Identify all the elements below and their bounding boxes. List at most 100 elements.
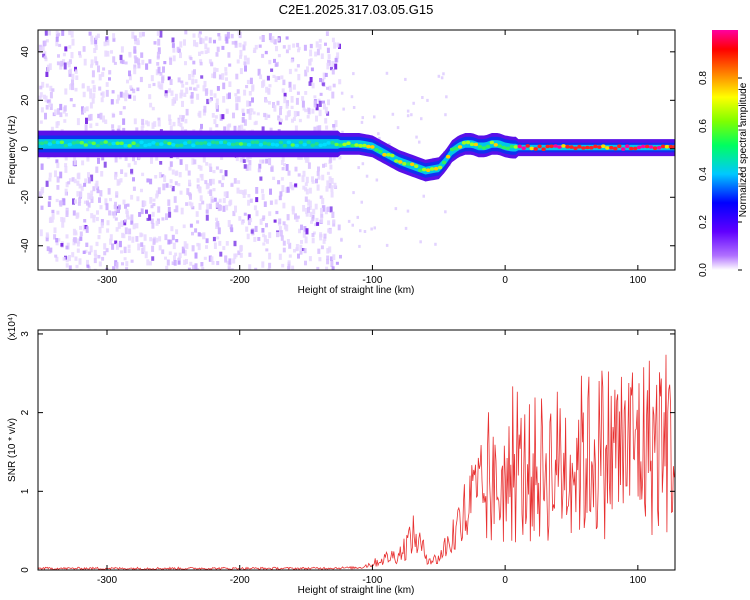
spectrogram-noise-cell <box>241 190 245 195</box>
spectrogram-ridge-peak <box>513 145 518 149</box>
spectrogram-noise-cell <box>171 234 175 241</box>
spectrogram-noise-cell <box>155 237 159 243</box>
spectrogram-noise-cell <box>179 52 182 59</box>
spectrogram-noise-cell <box>119 54 123 61</box>
spectrogram-noise-cell <box>314 51 318 57</box>
spectrogram-noise-cell <box>83 200 87 204</box>
spectrogram-noise-cell <box>265 99 268 103</box>
spectrogram-noise-cell <box>437 74 441 78</box>
spectrogram-noise-cell <box>225 241 229 246</box>
spectrogram-ridge-peak <box>668 144 674 149</box>
spectrogram-noise-cell <box>358 244 361 248</box>
spectrogram-noise-cell <box>104 119 108 124</box>
snr-axes: -300 -200 -100 0 100 0 1 2 3 <box>20 330 675 586</box>
spectrogram-noise-cell <box>328 229 332 234</box>
spectrogram-noise-cell <box>218 180 222 184</box>
spectrogram-noise-cell <box>161 249 165 255</box>
spectrogram-noise-cell <box>141 118 145 125</box>
spectrogram-noise-cell <box>58 43 62 47</box>
spectrogram-noise-cell <box>105 203 109 211</box>
spectrogram-noise-cell <box>48 102 52 108</box>
spectrogram-noise-cell <box>169 179 173 184</box>
spectrogram-noise-cell <box>77 202 81 206</box>
spectrogram-noise-cell <box>76 180 80 186</box>
spectrogram-noise-cell <box>86 264 90 268</box>
spectrogram-noise-cell <box>321 174 325 181</box>
spectrogram-noise-cell <box>120 169 124 174</box>
spectrogram-noise-cell <box>48 63 52 70</box>
spectrogram-noise-cell <box>198 203 202 210</box>
spectrogram-noise-cell <box>60 243 64 247</box>
spectrogram-ridge-peak <box>195 141 200 145</box>
spectrogram-noise-cell <box>99 205 103 210</box>
spectrogram-noise-cell <box>265 86 269 93</box>
spectrogram-noise-cell <box>64 46 68 52</box>
spectrogram-noise-cell <box>318 109 322 117</box>
spectrogram-noise-cell <box>205 183 209 190</box>
spectrogram-noise-cell <box>286 239 290 245</box>
spectrogram-ridge-peak <box>326 141 331 145</box>
spectrogram-noise-cell <box>181 118 185 122</box>
spectrogram-noise-cell <box>143 200 147 207</box>
spectrogram-xtick-label: 100 <box>629 275 646 286</box>
spectrogram-ridge-peak <box>521 146 526 150</box>
spectrogram-xtick-label: -100 <box>362 275 382 286</box>
spectrogram-noise-cell <box>327 220 331 226</box>
spectrogram-noise-cell <box>335 261 339 265</box>
spectrogram-noise-cell <box>338 155 342 160</box>
spectrogram-noise-cell <box>247 194 251 198</box>
spectrogram-noise-cell <box>311 218 315 222</box>
spectrogram-noise-cell <box>105 36 109 43</box>
spectrogram-noise-cell <box>155 156 159 161</box>
spectrogram-noise-cell <box>257 168 261 173</box>
spectrogram-noise-cell <box>243 55 247 61</box>
spectrogram-noise-cell <box>289 87 293 92</box>
spectrogram-noise-cell <box>92 214 96 218</box>
spectrogram-noise-cell <box>164 90 168 97</box>
spectrogram-noise-cell <box>200 262 204 267</box>
spectrogram-noise-cell <box>142 245 146 252</box>
spectrogram-noise-cell <box>226 124 230 131</box>
spectrogram-noise-cell <box>230 183 234 187</box>
spectrogram-ridge-peak <box>350 143 355 148</box>
spectrogram-noise-cell <box>184 30 188 35</box>
spectrogram-noise-cell <box>141 31 145 37</box>
spectrogram-noise-cell <box>133 55 137 59</box>
spectrogram-noise-cell <box>216 46 220 52</box>
spectrogram-noise-cell <box>77 238 81 244</box>
spectrogram-noise-cell <box>288 68 292 75</box>
spectrogram-noise-cell <box>148 94 152 100</box>
spectrogram-noise-cell <box>140 52 144 58</box>
spectrogram-noise-cell <box>96 210 99 215</box>
spectrogram-noise-cell <box>106 50 110 57</box>
spectrogram-noise-cell <box>283 92 287 97</box>
spectrogram-noise-cell <box>268 262 272 269</box>
spectrogram-noise-cell <box>296 111 300 117</box>
spectrogram-noise-cell <box>93 249 97 256</box>
spectrogram-ridge-peak <box>338 143 343 147</box>
spectrogram-noise-cell <box>340 91 344 95</box>
spectrogram-noise-cell <box>263 201 267 207</box>
spectrogram-noise-cell <box>95 166 99 173</box>
spectrogram-noise-cell <box>237 127 241 132</box>
spectrogram-ridge-peak <box>47 142 53 146</box>
spectrogram-noise-cell <box>310 67 314 72</box>
spectrogram-noise-cell <box>328 85 332 91</box>
spectrogram-noise-cell <box>85 242 89 247</box>
spectrogram-noise-cell <box>157 66 161 74</box>
spectrogram-noise-cell <box>154 175 158 179</box>
spectrogram-noise-cell <box>228 63 232 67</box>
spectrogram-noise-cell <box>421 96 424 99</box>
spectrogram-ridge-peak <box>660 144 666 149</box>
spectrogram-noise-cell <box>155 69 159 76</box>
spectrogram-noise-cell <box>218 198 222 203</box>
spectrogram-noise-cell <box>305 208 309 215</box>
spectrogram-noise-cell <box>79 225 82 230</box>
spectrogram-noise-cell <box>255 187 259 194</box>
spectrogram-noise-cell <box>199 165 203 171</box>
spectrogram-noise-cell <box>351 223 354 227</box>
spectrogram-noise-cell <box>185 259 188 265</box>
spectrogram-noise-cell <box>324 72 328 77</box>
spectrogram-ridge-peak <box>310 143 315 148</box>
spectrogram-noise-cell <box>157 47 161 55</box>
